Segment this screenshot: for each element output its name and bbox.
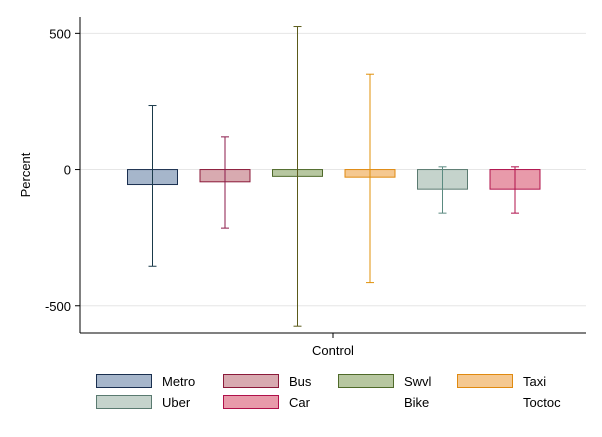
legend-swatch [223,374,279,388]
legend-swatch [338,374,394,388]
y-axis: 500 0 -500 [45,26,80,314]
legend-swatch [96,395,152,409]
legend-label: Car [289,395,310,410]
y-tick-label: 0 [64,163,71,178]
legend-swatch [96,374,152,388]
legend-label: Bus [289,374,312,389]
y-tick-label: 500 [49,26,71,41]
legend-label: Taxi [523,374,547,389]
legend-swatch [457,374,513,388]
legend-label: Metro [162,374,196,389]
legend-label: Toctoc [523,395,561,410]
legend-label: Bike [404,395,430,410]
error-bars [148,26,519,327]
legend: Metro Bus Swvl Taxi Uber Car Bike Toctoc [96,373,596,423]
legend-label: Swvl [404,374,432,389]
y-tick-label: -500 [45,299,71,314]
x-axis-label: Control [312,343,354,358]
y-axis-label: Percent [18,152,33,197]
legend-swatch [223,395,279,409]
bars [127,169,541,190]
legend-label: Uber [162,395,191,410]
